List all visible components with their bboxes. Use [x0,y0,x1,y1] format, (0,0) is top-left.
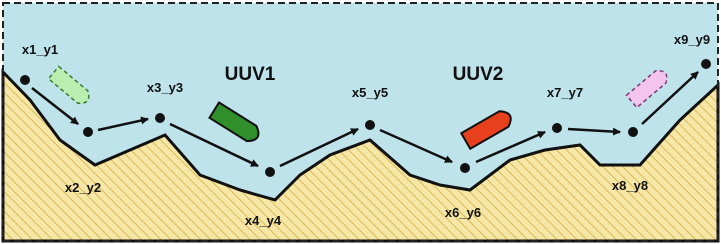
node-label: x6_y6 [445,205,481,220]
page: {"nodes": [ {"label": "x1_y1"}, {"label"… [0,0,721,244]
waypoint [83,127,93,137]
node-label: x4_y4 [245,213,282,228]
node-label: x8_y8 [612,178,648,193]
waypoint [552,123,562,133]
waypoint [265,167,275,177]
uuv-label: UUV2 [453,64,504,85]
node-label: x1_y1 [22,42,58,57]
waypoint [20,75,30,85]
node-label: x7_y7 [547,85,583,100]
node-label: x2_y2 [65,180,101,195]
waypoint [365,120,375,130]
node-label: x9_y9 [674,32,710,47]
waypoint [701,59,711,69]
waypoint [460,163,470,173]
waypoint [628,127,638,137]
diagram: x1_y1 x2_y2 x3_y3 x4_y4 x5_y5 x6_y6 x7_y… [0,0,721,244]
node-label: x5_y5 [352,85,388,100]
waypoint [155,113,165,123]
node-label: x3_y3 [147,80,183,95]
uuv-label: UUV1 [225,64,276,85]
